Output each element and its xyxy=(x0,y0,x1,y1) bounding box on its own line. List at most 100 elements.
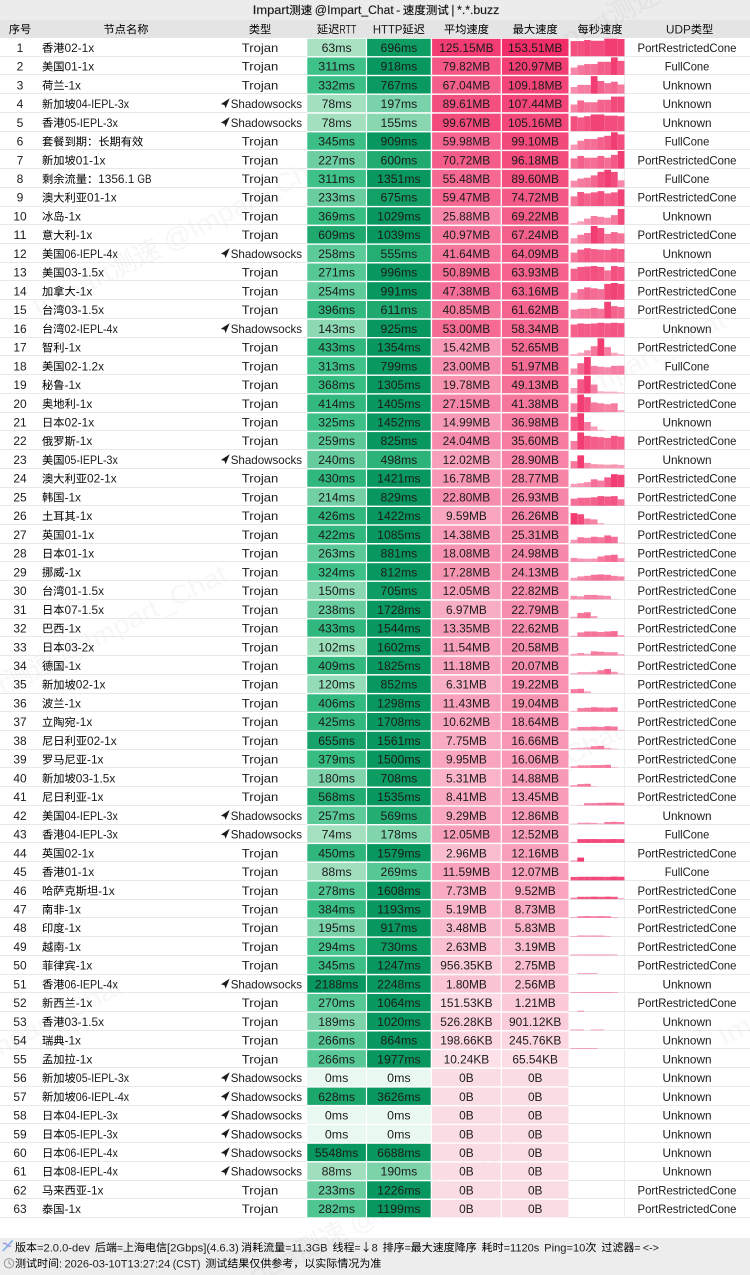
svg-text:Trojan: Trojan xyxy=(242,603,279,617)
svg-text:345ms: 345ms xyxy=(318,135,355,149)
svg-text:12.16MB: 12.16MB xyxy=(511,846,559,860)
svg-text:5.31MB: 5.31MB xyxy=(446,771,487,785)
svg-text:675ms: 675ms xyxy=(381,191,418,205)
svg-text:150ms: 150ms xyxy=(318,584,355,598)
svg-text:-1x: -1x xyxy=(65,623,82,636)
svg-text:06-IEPL-4x: 06-IEPL-4x xyxy=(65,248,118,261)
svg-text:6: 6 xyxy=(17,135,24,149)
svg-text:78ms: 78ms xyxy=(322,116,352,130)
svg-text:=: = xyxy=(355,1242,361,1254)
svg-text:3: 3 xyxy=(17,78,24,92)
svg-text:-1x: -1x xyxy=(87,754,104,767)
svg-text:Unknown: Unknown xyxy=(662,78,711,92)
svg-text:0B: 0B xyxy=(528,1127,543,1141)
svg-text:Trojan: Trojan xyxy=(242,472,279,486)
svg-text:263ms: 263ms xyxy=(318,547,355,561)
svg-text:49: 49 xyxy=(13,940,27,954)
svg-text:Trojan: Trojan xyxy=(242,78,279,92)
svg-text:0B: 0B xyxy=(459,1109,474,1123)
svg-text:1085ms: 1085ms xyxy=(377,528,420,542)
svg-text:1825ms: 1825ms xyxy=(377,659,420,673)
svg-text:19.78MB: 19.78MB xyxy=(443,378,491,392)
svg-text:8: 8 xyxy=(17,172,24,186)
svg-text:1: 1 xyxy=(17,41,24,55)
svg-text:58: 58 xyxy=(13,1109,27,1123)
svg-text:1422ms: 1422ms xyxy=(377,509,420,523)
svg-text:25.31MB: 25.31MB xyxy=(511,528,559,542)
svg-text:Trojan: Trojan xyxy=(242,753,279,767)
svg-text:PortRestrictedCone: PortRestrictedCone xyxy=(638,341,737,355)
svg-text:99.67MB: 99.67MB xyxy=(443,116,491,130)
svg-text:99.10MB: 99.10MB xyxy=(511,135,559,149)
svg-text:PortRestrictedCone: PortRestrictedCone xyxy=(638,228,737,242)
svg-text:426ms: 426ms xyxy=(318,509,355,523)
svg-text:28.77MB: 28.77MB xyxy=(511,472,559,486)
svg-text:396ms: 396ms xyxy=(318,303,355,317)
svg-text:259ms: 259ms xyxy=(318,434,355,448)
svg-text:PortRestrictedCone: PortRestrictedCone xyxy=(638,509,737,523)
svg-text:238ms: 238ms xyxy=(318,603,355,617)
svg-text:433ms: 433ms xyxy=(318,341,355,355)
svg-text:FullCone: FullCone xyxy=(665,359,710,373)
svg-text:0B: 0B xyxy=(459,1183,474,1197)
svg-text:19: 19 xyxy=(13,378,27,392)
svg-text:24.13MB: 24.13MB xyxy=(511,565,559,579)
svg-text:=1120s: =1120s xyxy=(504,1242,540,1254)
svg-text:730ms: 730ms xyxy=(381,940,418,954)
svg-text:29: 29 xyxy=(13,565,27,579)
svg-text:Unknown: Unknown xyxy=(662,97,711,111)
svg-text:Trojan: Trojan xyxy=(242,884,279,898)
svg-text:Trojan: Trojan xyxy=(242,284,279,298)
svg-text:-1x: -1x xyxy=(87,1184,104,1197)
svg-text:Unknown: Unknown xyxy=(662,210,711,224)
svg-text:Trojan: Trojan xyxy=(242,921,279,935)
svg-text:956.35KB: 956.35KB xyxy=(440,959,492,973)
svg-text:1193ms: 1193ms xyxy=(377,903,420,917)
svg-text:53.00MB: 53.00MB xyxy=(443,322,491,336)
svg-text:107.44MB: 107.44MB xyxy=(508,97,562,111)
svg-text:35.60MB: 35.60MB xyxy=(511,434,559,448)
svg-text:0B: 0B xyxy=(459,1146,474,1160)
svg-text:HTTP: HTTP xyxy=(373,22,403,36)
svg-text:Trojan: Trojan xyxy=(242,60,279,74)
svg-text:1452ms: 1452ms xyxy=(377,416,420,430)
svg-text:FullCone: FullCone xyxy=(665,60,710,74)
svg-text:Shadowsocks: Shadowsocks xyxy=(231,828,302,842)
svg-text:25: 25 xyxy=(13,490,27,504)
svg-text:153.51MB: 153.51MB xyxy=(508,41,562,55)
svg-text:01-1.5x: 01-1.5x xyxy=(65,585,105,598)
svg-text:=: = xyxy=(117,1242,123,1254)
svg-text:1199ms: 1199ms xyxy=(377,1202,420,1216)
svg-text:28: 28 xyxy=(13,547,27,561)
svg-text:03-1.5x: 03-1.5x xyxy=(65,1016,105,1029)
svg-text:332ms: 332ms xyxy=(318,78,355,92)
svg-text:Unknown: Unknown xyxy=(662,1165,711,1179)
svg-text:24.98MB: 24.98MB xyxy=(511,547,559,561)
svg-text:Trojan: Trojan xyxy=(242,378,279,392)
svg-text:155ms: 155ms xyxy=(381,116,418,130)
svg-text:19.22MB: 19.22MB xyxy=(511,678,559,692)
svg-text:Trojan: Trojan xyxy=(242,172,279,186)
svg-text:16.06MB: 16.06MB xyxy=(511,753,559,767)
svg-text:14.88MB: 14.88MB xyxy=(511,771,559,785)
svg-text:384ms: 384ms xyxy=(318,903,355,917)
svg-text:04-IEPL-3x: 04-IEPL-3x xyxy=(65,810,118,823)
svg-text:13.35MB: 13.35MB xyxy=(443,622,491,636)
svg-text:=: = xyxy=(634,1242,640,1254)
svg-text:-1x: -1x xyxy=(65,342,82,355)
svg-text:PortRestrictedCone: PortRestrictedCone xyxy=(638,472,737,486)
svg-text:FullCone: FullCone xyxy=(665,172,710,186)
svg-text:0B: 0B xyxy=(528,1146,543,1160)
svg-text:15: 15 xyxy=(13,303,27,317)
svg-text:22.79MB: 22.79MB xyxy=(511,603,559,617)
svg-text:PortRestrictedCone: PortRestrictedCone xyxy=(638,884,737,898)
svg-text:(CST): (CST) xyxy=(173,1258,201,1270)
svg-text:1226ms: 1226ms xyxy=(377,1183,420,1197)
svg-text:Trojan: Trojan xyxy=(242,622,279,636)
svg-text:PortRestrictedCone: PortRestrictedCone xyxy=(638,790,737,804)
svg-text:655ms: 655ms xyxy=(318,734,355,748)
svg-text:195ms: 195ms xyxy=(318,921,355,935)
svg-text:7.73MB: 7.73MB xyxy=(446,884,487,898)
svg-text:02-IEPL-4x: 02-IEPL-4x xyxy=(65,323,118,336)
svg-text:PortRestrictedCone: PortRestrictedCone xyxy=(638,921,737,935)
